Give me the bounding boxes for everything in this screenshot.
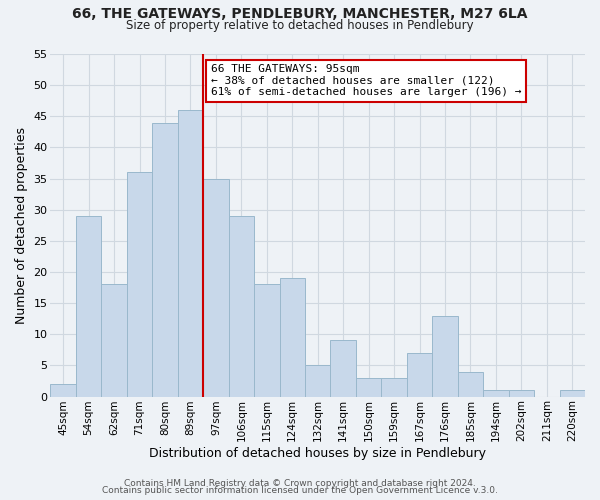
Bar [127,172,152,396]
Y-axis label: Number of detached properties: Number of detached properties [15,127,28,324]
Bar [101,284,127,397]
Bar [382,378,407,396]
Bar [152,122,178,396]
Bar [229,216,254,396]
Bar [305,366,331,396]
Bar [432,316,458,396]
Bar [331,340,356,396]
Bar [356,378,382,396]
Bar [509,390,534,396]
Bar [50,384,76,396]
Bar [203,178,229,396]
Bar [280,278,305,396]
Bar [458,372,483,396]
Text: 66, THE GATEWAYS, PENDLEBURY, MANCHESTER, M27 6LA: 66, THE GATEWAYS, PENDLEBURY, MANCHESTER… [72,8,528,22]
Text: Contains public sector information licensed under the Open Government Licence v.: Contains public sector information licen… [102,486,498,495]
Bar [483,390,509,396]
Bar [407,353,432,397]
Text: 66 THE GATEWAYS: 95sqm
← 38% of detached houses are smaller (122)
61% of semi-de: 66 THE GATEWAYS: 95sqm ← 38% of detached… [211,64,521,98]
Text: Contains HM Land Registry data © Crown copyright and database right 2024.: Contains HM Land Registry data © Crown c… [124,478,476,488]
Bar [560,390,585,396]
Bar [254,284,280,397]
Bar [76,216,101,396]
X-axis label: Distribution of detached houses by size in Pendlebury: Distribution of detached houses by size … [149,447,486,460]
Text: Size of property relative to detached houses in Pendlebury: Size of property relative to detached ho… [126,19,474,32]
Bar [178,110,203,397]
